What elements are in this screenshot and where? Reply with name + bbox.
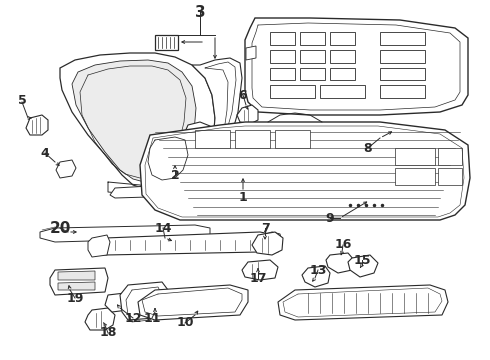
Polygon shape [72,60,196,183]
Polygon shape [300,68,325,80]
Polygon shape [92,232,275,255]
Polygon shape [26,115,48,135]
Polygon shape [330,68,355,80]
Polygon shape [380,68,425,80]
Polygon shape [110,182,235,198]
Text: 11: 11 [143,311,161,324]
Polygon shape [270,85,315,98]
Text: 17: 17 [249,271,267,284]
Polygon shape [235,130,270,148]
Polygon shape [155,35,178,50]
Text: 4: 4 [41,147,49,159]
Text: 20: 20 [49,220,71,235]
Polygon shape [242,260,278,280]
Polygon shape [275,130,310,148]
Polygon shape [58,271,95,280]
Polygon shape [330,50,355,63]
Polygon shape [245,18,468,115]
Polygon shape [300,50,325,63]
Polygon shape [85,308,115,330]
Text: 15: 15 [353,253,371,266]
Polygon shape [246,46,256,60]
Text: 5: 5 [18,94,26,107]
Polygon shape [56,160,76,178]
Text: 3: 3 [195,5,205,19]
Polygon shape [120,282,168,320]
Polygon shape [192,58,242,185]
Text: 8: 8 [364,141,372,154]
Text: 18: 18 [99,327,117,339]
Polygon shape [270,68,295,80]
Polygon shape [438,148,462,165]
Polygon shape [380,85,425,98]
Text: 10: 10 [176,316,194,329]
Text: 7: 7 [261,221,270,234]
Polygon shape [326,253,354,273]
Text: 12: 12 [124,311,142,324]
Text: 13: 13 [309,264,327,276]
Polygon shape [330,32,355,45]
Polygon shape [60,53,215,191]
Text: 19: 19 [66,292,84,305]
Text: 1: 1 [239,190,247,203]
Polygon shape [302,266,330,287]
Polygon shape [348,255,378,277]
Polygon shape [140,122,470,220]
Polygon shape [262,232,282,254]
Polygon shape [380,50,425,63]
Polygon shape [88,235,110,257]
Bar [195,230,207,238]
Text: 9: 9 [326,212,334,225]
Polygon shape [40,225,210,242]
Polygon shape [185,122,212,144]
Polygon shape [195,130,230,148]
Polygon shape [300,32,325,45]
Polygon shape [270,32,295,45]
Polygon shape [105,293,130,312]
Polygon shape [252,232,283,255]
Polygon shape [237,105,258,124]
Text: 2: 2 [171,168,179,181]
Polygon shape [438,168,462,185]
Polygon shape [50,268,108,295]
Polygon shape [270,50,295,63]
Polygon shape [320,85,365,98]
Polygon shape [395,168,435,185]
Polygon shape [380,32,425,45]
Polygon shape [278,285,448,320]
Text: 14: 14 [154,221,172,234]
Polygon shape [138,285,248,320]
Text: 6: 6 [239,89,247,102]
Polygon shape [58,282,95,290]
Text: 16: 16 [334,239,352,252]
Polygon shape [395,148,435,165]
